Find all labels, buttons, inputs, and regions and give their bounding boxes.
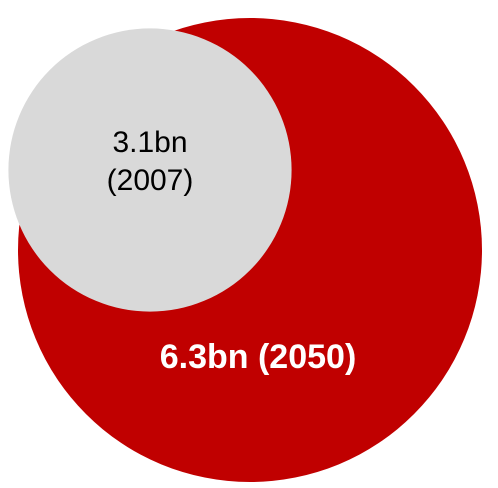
bubble-2007-label: 3.1bn (2007) — [107, 126, 194, 197]
bubble-2050-label: 6.3bn (2050) — [160, 338, 357, 376]
bubble-2007-label-line: (2007) — [107, 164, 194, 197]
bubble-2007-label-line: 3.1bn — [112, 126, 187, 159]
bubble-2007 — [8, 28, 292, 312]
bubbles-group: 3.1bn (2007) 6.3bn (2050) — [8, 18, 482, 482]
